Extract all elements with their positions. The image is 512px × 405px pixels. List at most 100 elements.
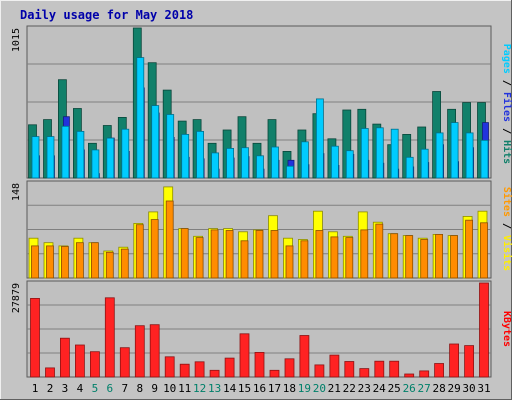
y-max-label-middle: 148 bbox=[11, 183, 22, 201]
bar-top-s3-day-17 bbox=[271, 146, 279, 179]
bar-top-s3-day-3 bbox=[61, 125, 70, 179]
bar-bottom-s1-day-3 bbox=[60, 337, 70, 378]
bar-bottom-s1-day-20 bbox=[314, 364, 325, 378]
bar-middle-s2-day-10 bbox=[165, 200, 174, 279]
bar-top-s3-day-7 bbox=[121, 128, 130, 179]
bar-middle-s2-day-20 bbox=[315, 230, 324, 279]
bar-top-s3-day-10 bbox=[166, 114, 175, 179]
x-tick-day-6: 6 bbox=[106, 382, 113, 395]
bar-bottom-s1-day-31 bbox=[479, 282, 489, 378]
bar-middle-s2-day-28 bbox=[435, 233, 444, 279]
bar-top-s3-day-1 bbox=[31, 136, 40, 179]
x-tick-day-2: 2 bbox=[47, 382, 54, 395]
bar-bottom-s1-day-10 bbox=[164, 356, 175, 378]
bar-middle-s2-day-16 bbox=[255, 230, 264, 279]
bar-bottom-s1-day-14 bbox=[224, 357, 235, 378]
bar-top-s3-day-22 bbox=[345, 150, 354, 179]
bar-middle-s2-day-8 bbox=[135, 224, 144, 279]
side-label-part-top-2: / bbox=[501, 74, 512, 92]
x-tick-day-10: 10 bbox=[163, 382, 176, 395]
bar-middle-s2-day-3 bbox=[61, 246, 69, 279]
bar-top-s3-day-16 bbox=[256, 155, 264, 179]
x-tick-day-15: 15 bbox=[238, 382, 251, 395]
bar-bottom-s1-day-26 bbox=[404, 373, 415, 378]
bar-bottom-s1-day-1 bbox=[30, 297, 40, 378]
bar-bottom-s1-day-29 bbox=[449, 343, 460, 378]
bar-top-s3-day-23 bbox=[360, 128, 369, 179]
bar-top-s3-day-8 bbox=[136, 57, 145, 179]
bar-top-s3-day-21 bbox=[330, 145, 339, 179]
bar-bottom-s1-day-21 bbox=[329, 354, 340, 378]
x-tick-day-16: 16 bbox=[253, 382, 266, 395]
bar-bottom-s1-day-4 bbox=[75, 344, 85, 378]
bar-middle-s2-day-31 bbox=[480, 222, 488, 279]
panel-visits-sites: 148 bbox=[11, 180, 492, 279]
x-tick-day-5: 5 bbox=[92, 382, 99, 395]
bar-top-s3-day-18 bbox=[286, 165, 294, 179]
bar-bottom-s1-day-13 bbox=[209, 369, 220, 378]
bar-bottom-s1-day-19 bbox=[299, 335, 310, 378]
bar-top-s3-day-6 bbox=[106, 137, 115, 179]
bar-middle-s2-day-7 bbox=[120, 248, 129, 279]
side-label-part-bottom-1: KBytes bbox=[501, 311, 512, 347]
side-label-part-top-3: Files bbox=[501, 92, 512, 122]
side-label-kbytes: KBytes bbox=[501, 311, 512, 347]
side-label-visits-sites: Sites / Visits bbox=[501, 187, 512, 271]
x-tick-day-17: 17 bbox=[268, 382, 281, 395]
bar-middle-s2-day-4 bbox=[76, 242, 84, 279]
bar-top-s3-day-19 bbox=[300, 141, 309, 179]
bar-top-s3-day-12 bbox=[196, 130, 205, 179]
bar-bottom-s1-day-11 bbox=[179, 363, 190, 378]
panel-kbytes: 27879 bbox=[11, 280, 492, 378]
bar-bottom-s1-day-6 bbox=[104, 297, 115, 378]
x-tick-day-26: 26 bbox=[403, 382, 416, 395]
bar-bottom-s1-day-15 bbox=[239, 333, 250, 378]
bar-bottom-s1-day-2 bbox=[45, 367, 55, 378]
x-tick-day-3: 3 bbox=[62, 382, 69, 395]
bar-middle-s2-day-21 bbox=[330, 236, 339, 279]
x-tick-day-13: 13 bbox=[208, 382, 221, 395]
x-tick-day-19: 19 bbox=[298, 382, 311, 395]
x-tick-day-18: 18 bbox=[283, 382, 296, 395]
bar-middle-s2-day-13 bbox=[210, 229, 219, 279]
x-tick-day-25: 25 bbox=[388, 382, 401, 395]
x-tick-day-14: 14 bbox=[223, 382, 237, 395]
bar-top-s3-day-24 bbox=[375, 127, 384, 179]
bar-top-s3-day-27 bbox=[420, 148, 429, 179]
bar-top-s3-day-30 bbox=[465, 132, 474, 179]
bar-middle-s2-day-23 bbox=[360, 229, 369, 279]
side-label-part-top-5: Hits bbox=[501, 140, 512, 164]
bar-top-s3-day-13 bbox=[211, 152, 220, 179]
bar-bottom-s1-day-28 bbox=[434, 363, 445, 378]
side-label-part-top-4: / bbox=[501, 122, 512, 140]
y-max-label-bottom: 27879 bbox=[11, 283, 22, 313]
x-tick-day-4: 4 bbox=[77, 382, 84, 395]
y-max-label-top: 1015 bbox=[11, 28, 22, 52]
x-tick-day-21: 21 bbox=[328, 382, 341, 395]
bar-bottom-s1-day-24 bbox=[374, 360, 385, 378]
x-tick-day-30: 30 bbox=[462, 382, 475, 395]
x-tick-day-29: 29 bbox=[447, 382, 460, 395]
bar-top-s3-day-11 bbox=[181, 133, 190, 179]
bar-top-s3-day-31 bbox=[480, 139, 489, 179]
bar-top-s3-day-14 bbox=[226, 147, 235, 179]
chart-title: Daily usage for May 2018 bbox=[20, 8, 193, 22]
bar-middle-s2-day-12 bbox=[195, 237, 204, 279]
bar-top-s3-day-2 bbox=[46, 136, 55, 179]
bar-bottom-s1-day-8 bbox=[134, 325, 145, 378]
bar-middle-s2-day-30 bbox=[465, 219, 474, 279]
bar-top-s3-day-5 bbox=[91, 149, 100, 179]
bar-middle-s2-day-15 bbox=[240, 240, 249, 279]
bar-bottom-s1-day-30 bbox=[464, 345, 475, 378]
bar-middle-s2-day-22 bbox=[345, 237, 354, 279]
bar-middle-s2-day-14 bbox=[225, 230, 234, 279]
bar-top-s3-day-29 bbox=[450, 122, 459, 179]
bar-bottom-s1-day-22 bbox=[344, 361, 355, 378]
bar-middle-s2-day-24 bbox=[375, 223, 384, 279]
bar-bottom-s1-day-25 bbox=[389, 360, 400, 378]
bar-top-s3-day-15 bbox=[241, 147, 249, 179]
x-tick-day-22: 22 bbox=[343, 382, 356, 395]
side-label-part-top-1: Pages bbox=[501, 44, 512, 74]
